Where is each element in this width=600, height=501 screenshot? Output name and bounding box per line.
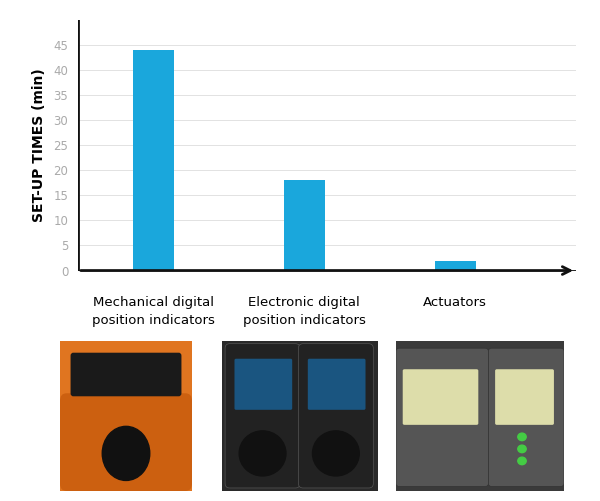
Y-axis label: SET-UP TIMES (min): SET-UP TIMES (min) bbox=[32, 69, 46, 222]
Text: Electronic digital
position indicators: Electronic digital position indicators bbox=[243, 296, 366, 327]
FancyBboxPatch shape bbox=[488, 348, 564, 486]
FancyBboxPatch shape bbox=[235, 359, 292, 410]
FancyBboxPatch shape bbox=[298, 344, 373, 488]
FancyBboxPatch shape bbox=[60, 393, 192, 491]
Circle shape bbox=[518, 445, 526, 453]
Bar bbox=[284, 180, 325, 271]
Bar bbox=[133, 50, 174, 271]
FancyBboxPatch shape bbox=[308, 359, 365, 410]
Circle shape bbox=[313, 431, 359, 476]
FancyBboxPatch shape bbox=[403, 369, 478, 425]
Text: Mechanical digital
position indicators: Mechanical digital position indicators bbox=[92, 296, 215, 327]
Circle shape bbox=[102, 426, 150, 480]
Circle shape bbox=[518, 433, 526, 441]
FancyBboxPatch shape bbox=[71, 353, 181, 396]
FancyBboxPatch shape bbox=[396, 348, 488, 486]
Circle shape bbox=[239, 431, 286, 476]
Text: Actuators: Actuators bbox=[424, 296, 487, 309]
FancyBboxPatch shape bbox=[225, 344, 300, 488]
Circle shape bbox=[518, 457, 526, 465]
Bar bbox=[434, 261, 476, 271]
FancyBboxPatch shape bbox=[495, 369, 554, 425]
